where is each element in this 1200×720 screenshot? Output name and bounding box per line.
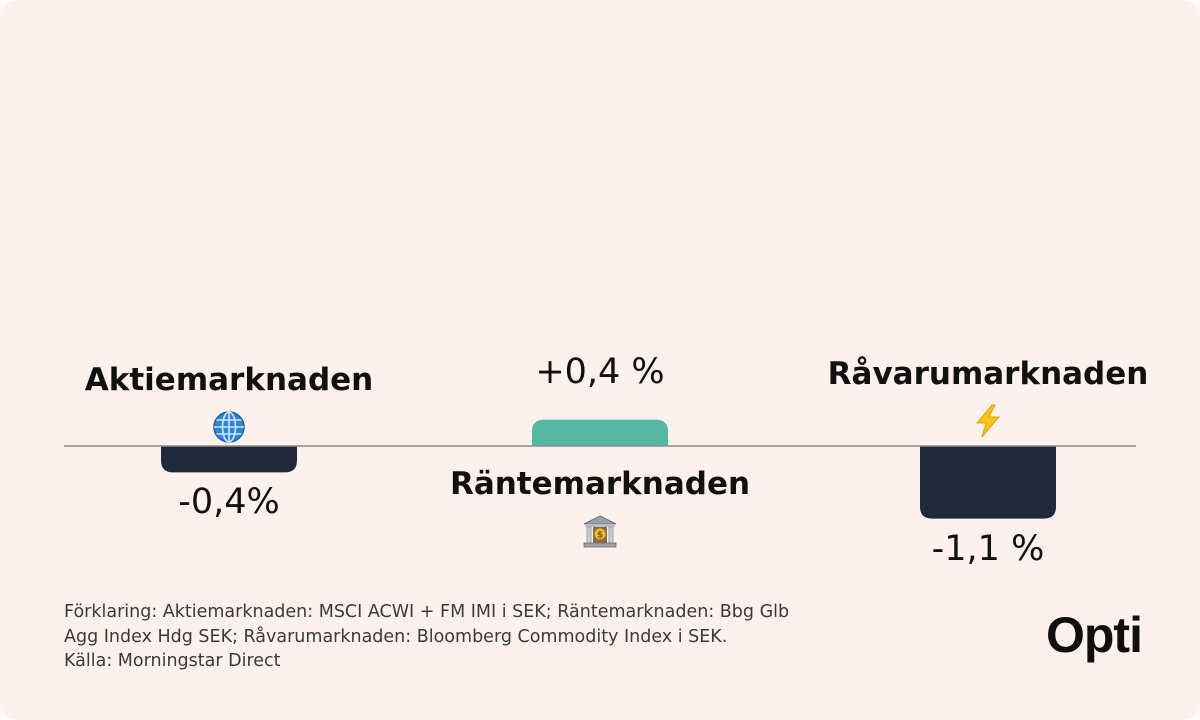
bar-aktiemarknaden — [161, 446, 297, 473]
value-label-aktiemarknaden: -0,4% — [178, 482, 280, 523]
opti-logo: Opti — [1046, 607, 1143, 663]
bar-rntemarknaden — [532, 419, 668, 446]
category-label-rantemarknaden: Räntemarknaden — [449, 466, 751, 502]
lightning-icon — [975, 404, 1001, 438]
bank-icon: $ — [583, 515, 617, 548]
bar-rvarumarknaden — [920, 446, 1056, 519]
footnote-line: Förklaring: Aktiemarknaden: MSCI ACWI + … — [64, 602, 790, 622]
svg-text:$: $ — [597, 531, 603, 541]
footnote-source: Källa: Morningstar Direct — [64, 651, 281, 671]
value-label-rantemarknaden: +0,4 % — [535, 351, 665, 392]
footnote: Förklaring: Aktiemarknaden: MSCI ACWI + … — [64, 600, 924, 674]
globe-icon — [213, 411, 245, 443]
footnote-line: Agg Index Hdg SEK; Råvarumarknaden: Bloo… — [64, 626, 728, 647]
category-label-ravarumarknaden: Råvarumarknaden — [827, 356, 1149, 392]
category-label-aktiemarknaden: Aktiemarknaden — [84, 362, 374, 398]
value-label-ravarumarknaden: -1,1 % — [931, 528, 1045, 569]
